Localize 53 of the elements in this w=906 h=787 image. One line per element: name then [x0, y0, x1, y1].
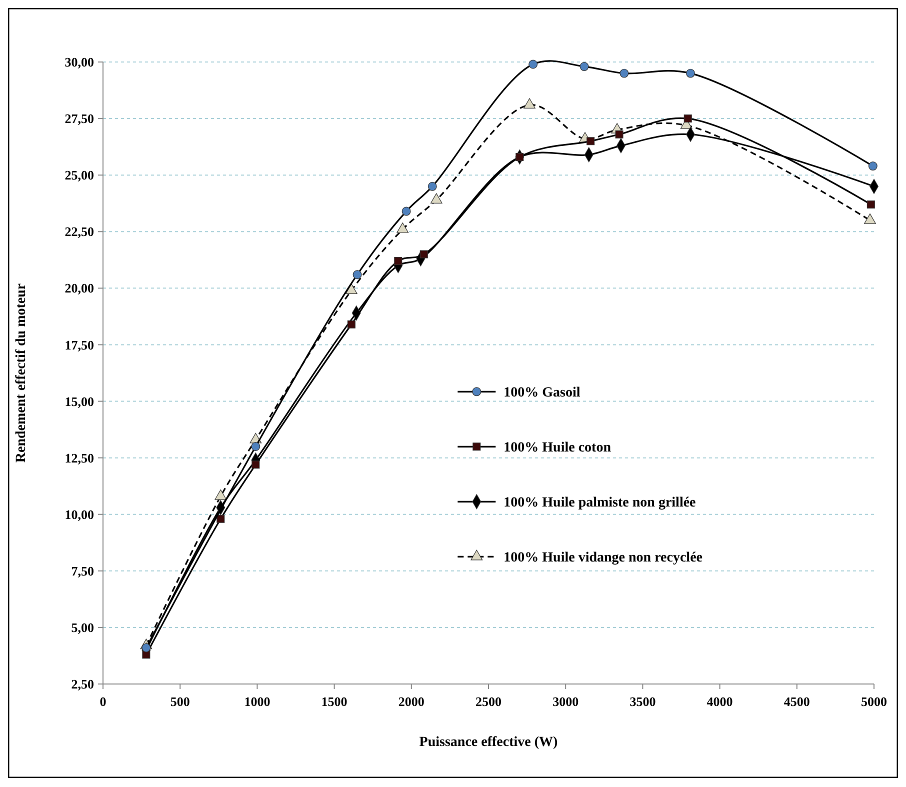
point [420, 250, 428, 258]
x-tick-label: 5000 [861, 694, 887, 709]
y-tick-label: 17,50 [64, 337, 94, 352]
x-tick-label: 4500 [784, 694, 810, 709]
point [528, 60, 538, 69]
y-tick-label: 2,50 [71, 676, 94, 692]
x-tick-label: 2500 [476, 694, 502, 709]
y-tick-label: 20,00 [64, 280, 94, 296]
point [394, 257, 402, 266]
point [345, 284, 358, 294]
point [430, 193, 442, 204]
x-tick-label: 3500 [630, 694, 656, 709]
legend-label: 100% Gasoil [504, 386, 580, 401]
y-tick-label: 25,00 [64, 168, 94, 183]
y-tick-label: 15,00 [64, 394, 94, 409]
point [620, 68, 629, 78]
x-tick-label: 3000 [552, 694, 579, 709]
point [580, 62, 589, 71]
x-axis-title: Puissance effective (W) [419, 735, 558, 750]
legend-label: 100% Huile coton [504, 440, 612, 456]
x-tick-label: 2000 [398, 694, 424, 709]
point [402, 206, 411, 216]
point [216, 514, 225, 523]
point [347, 320, 356, 328]
point [352, 270, 362, 280]
y-tick-label: 30,00 [64, 54, 94, 70]
point [615, 130, 624, 138]
x-tick-label: 1500 [321, 694, 348, 709]
y-tick-label: 12,50 [64, 450, 94, 466]
y-tick-label: 22,50 [64, 224, 94, 240]
point [252, 460, 260, 469]
point [524, 98, 536, 109]
point [864, 214, 876, 224]
y-axis-title: Rendement effectif du moteur [14, 283, 29, 463]
point [428, 182, 437, 191]
y-tick-label: 5,00 [71, 620, 94, 636]
x-tick-label: 4000 [706, 694, 733, 709]
y-tick-label: 27,50 [64, 111, 94, 126]
point [142, 643, 151, 652]
x-tick-label: 1000 [244, 694, 270, 709]
legend-label: 100% Huile palmiste non grillée [504, 496, 696, 511]
point [686, 68, 695, 78]
point [866, 200, 875, 209]
point [251, 442, 260, 451]
legend-label: 100% Huile vidange non recyclée [504, 550, 703, 566]
y-tick-label: 7,50 [71, 563, 94, 578]
x-tick-label: 500 [170, 694, 190, 709]
point [586, 137, 595, 146]
y-tick-label: 10,00 [64, 506, 94, 522]
x-tick-label: 0 [100, 694, 106, 709]
point [396, 222, 409, 233]
point [684, 114, 692, 123]
point [868, 162, 878, 171]
